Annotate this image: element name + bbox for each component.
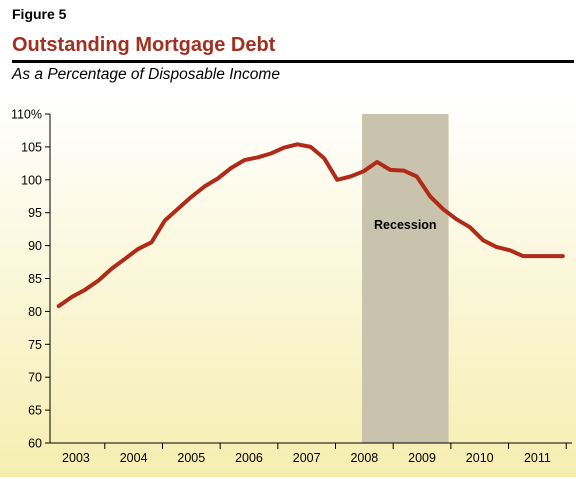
y-tick-label: 85 xyxy=(28,272,42,286)
figure-title: Outstanding Mortgage Debt xyxy=(12,34,275,57)
y-tick-label: 105 xyxy=(21,140,42,154)
title-rule xyxy=(12,60,574,63)
y-tick-label: 95 xyxy=(28,206,42,220)
y-tick-label: 110% xyxy=(11,108,42,122)
x-tick-label: 2010 xyxy=(466,451,494,465)
x-tick-label: 2006 xyxy=(235,451,263,465)
x-tick-label: 2007 xyxy=(293,451,321,465)
x-tick-label: 2004 xyxy=(120,451,148,465)
x-tick-label: 2003 xyxy=(62,451,90,465)
x-tick-label: 2008 xyxy=(350,451,378,465)
chart-panel: Recession 60 65 70 75 80 85 90 95 100 105 110% 2003… xyxy=(0,96,576,477)
x-tick-label: 2005 xyxy=(177,451,205,465)
x-tick-label: 2009 xyxy=(408,451,436,465)
line-chart: Recession 60 65 70 75 80 85 90 95 100 105 110% 2003… xyxy=(0,96,576,477)
figure-label: Figure 5 xyxy=(12,6,66,22)
y-tick-label: 75 xyxy=(28,338,42,352)
figure-subtitle: As a Percentage of Disposable Income xyxy=(12,66,280,84)
y-tick-label: 70 xyxy=(28,371,42,385)
y-tick-label: 80 xyxy=(28,305,42,319)
y-tick-label: 65 xyxy=(28,404,42,418)
x-tick-label: 2011 xyxy=(524,451,551,465)
y-tick-label: 90 xyxy=(28,239,42,253)
y-tick-label: 60 xyxy=(28,437,42,451)
recession-label: Recession xyxy=(374,218,437,232)
y-tick-label: 100 xyxy=(21,173,42,187)
